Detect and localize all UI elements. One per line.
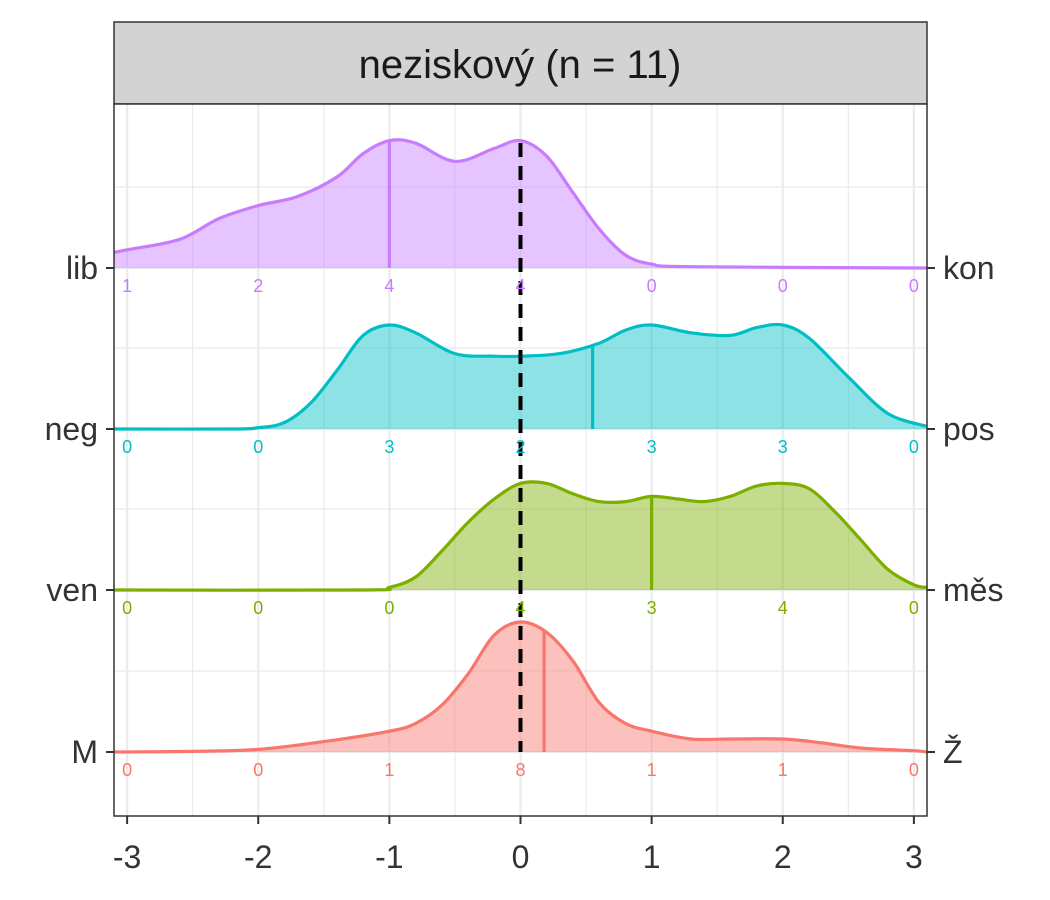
count-label: 0	[253, 760, 263, 780]
y-tick-label-left: lib	[66, 250, 98, 286]
y-tick-label-left: neg	[45, 411, 98, 447]
count-label: 1	[122, 276, 132, 296]
x-tick-label: -3	[113, 839, 141, 875]
axes: -3 -2 -1 0 1 2 3 lib kon neg pos ven měs M Ž	[45, 250, 1004, 875]
density-line	[113, 138, 928, 270]
facet-strip	[113, 21, 928, 105]
count-label: 0	[122, 437, 132, 457]
count-label: 1	[647, 760, 657, 780]
count-label: 0	[909, 276, 919, 296]
y-tick-label-right: kon	[943, 250, 995, 286]
x-tick-label: 1	[643, 839, 661, 875]
y-tick-label-left: M	[71, 734, 98, 770]
x-tick-label: -1	[375, 839, 403, 875]
y-tick-label-right: měs	[943, 572, 1003, 608]
y-tick-label-left: ven	[46, 572, 98, 608]
count-label: 3	[384, 437, 394, 457]
count-label: 0	[778, 276, 788, 296]
count-label: 2	[253, 276, 263, 296]
count-label: 0	[909, 760, 919, 780]
x-tick-label: 0	[512, 839, 530, 875]
y-tick-label-right: Ž	[943, 734, 963, 770]
count-label: 3	[647, 437, 657, 457]
count-label: 0	[122, 598, 132, 618]
count-label: 1	[384, 760, 394, 780]
count-label: 8	[515, 760, 525, 780]
count-label: 2	[515, 437, 525, 457]
density-area	[114, 621, 927, 752]
count-label: 1	[778, 760, 788, 780]
count-label: 0	[909, 437, 919, 457]
count-label: 4	[778, 598, 788, 618]
count-labels: 1 2 4 4 0 0 0 0 0 3 2 3 3 0 0 0 0 4 3 4 0 0 0 1 8 1 1 0	[122, 276, 919, 780]
count-label: 0	[647, 276, 657, 296]
count-label: 3	[647, 598, 657, 618]
density-line	[113, 322, 928, 431]
count-label: 4	[515, 276, 525, 296]
count-label: 0	[253, 598, 263, 618]
density-line	[113, 620, 928, 754]
count-label: 0	[909, 598, 919, 618]
x-tick-label: 2	[774, 839, 792, 875]
count-label: 0	[253, 437, 263, 457]
facet-title: neziskový (n = 11)	[359, 43, 682, 87]
count-label: 4	[515, 598, 525, 618]
x-tick-label: -2	[244, 839, 272, 875]
density-area	[114, 139, 927, 268]
count-label: 0	[384, 598, 394, 618]
count-label: 3	[778, 437, 788, 457]
density-line	[113, 480, 928, 592]
x-tick-label: 3	[905, 839, 923, 875]
y-tick-label-right: pos	[943, 411, 995, 447]
count-label: 4	[384, 276, 394, 296]
count-label: 0	[122, 760, 132, 780]
